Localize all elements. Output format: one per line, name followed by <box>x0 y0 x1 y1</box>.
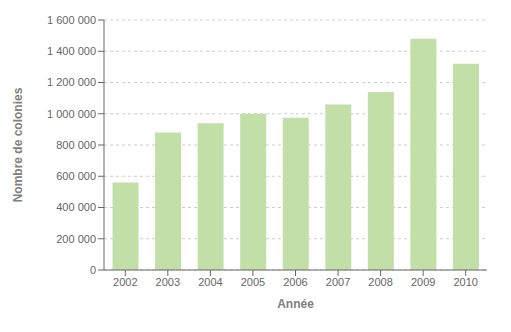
svg-text:2009: 2009 <box>411 276 435 288</box>
svg-text:1 200 000: 1 200 000 <box>47 76 96 88</box>
svg-text:2006: 2006 <box>283 276 307 288</box>
svg-text:1 000 000: 1 000 000 <box>47 108 96 120</box>
svg-text:2005: 2005 <box>241 276 265 288</box>
svg-text:0: 0 <box>90 264 96 276</box>
svg-text:Année: Année <box>277 297 314 311</box>
svg-text:2002: 2002 <box>113 276 137 288</box>
svg-text:2010: 2010 <box>453 276 477 288</box>
svg-text:2008: 2008 <box>368 276 392 288</box>
svg-text:2003: 2003 <box>156 276 180 288</box>
svg-text:1 400 000: 1 400 000 <box>47 45 96 57</box>
svg-text:1 600 000: 1 600 000 <box>47 14 96 26</box>
svg-text:800 000: 800 000 <box>56 139 96 151</box>
svg-text:200 000: 200 000 <box>56 233 96 245</box>
svg-text:2004: 2004 <box>198 276 222 288</box>
svg-text:400 000: 400 000 <box>56 201 96 213</box>
svg-text:Nombre de colonies: Nombre de colonies <box>11 87 25 202</box>
svg-text:600 000: 600 000 <box>56 170 96 182</box>
svg-text:2007: 2007 <box>326 276 350 288</box>
